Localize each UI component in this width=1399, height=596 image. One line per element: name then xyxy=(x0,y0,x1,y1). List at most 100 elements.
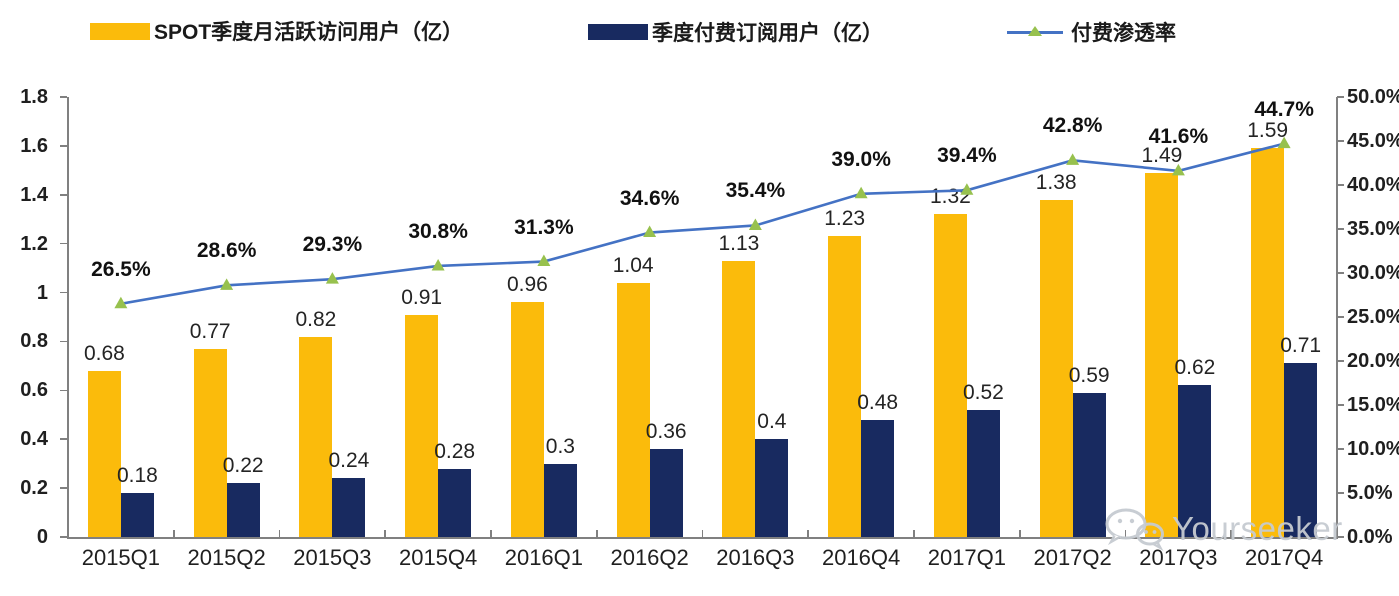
right-axis-tick xyxy=(1337,404,1344,406)
penetration-pct-label: 41.6% xyxy=(1148,124,1209,148)
mau-bar xyxy=(405,314,439,537)
left-axis-tick-label: 0.2 xyxy=(20,477,48,500)
subscriber-value-label: 0.36 xyxy=(645,420,687,443)
legend-triangle-marker-icon xyxy=(1028,26,1042,36)
left-axis-tick xyxy=(60,291,67,294)
right-axis-tick xyxy=(1337,316,1344,318)
x-axis-tick xyxy=(172,530,175,538)
right-axis-tick-label: 15.0% xyxy=(1347,394,1399,416)
x-axis-tick xyxy=(913,530,915,538)
watermark: Yourseeker xyxy=(1102,507,1343,551)
subscriber-value-label: 0.22 xyxy=(222,454,264,478)
wechat-icon xyxy=(1105,508,1164,551)
penetration-pct-label: 31.3% xyxy=(514,215,574,239)
subscriber-value-label: 0.3 xyxy=(545,434,575,458)
x-axis-tick xyxy=(595,530,598,538)
subscriber-bar xyxy=(332,478,366,537)
right-axis-tick-label: 45.0% xyxy=(1347,130,1399,152)
subscriber-value-label: 0.28 xyxy=(434,439,476,463)
subscriber-value-label: 0.52 xyxy=(962,380,1004,404)
left-axis-tick-label: 0.6 xyxy=(20,379,48,402)
x-axis-category-label: 2015Q4 xyxy=(398,545,478,570)
x-axis-category-label: 2016Q4 xyxy=(821,545,901,570)
subscriber-bar xyxy=(1284,363,1318,537)
right-axis-tick xyxy=(1337,360,1344,362)
penetration-line xyxy=(120,142,1285,306)
x-axis-category-label: 2017Q4 xyxy=(1244,545,1324,570)
x-axis-category-label: 2017Q1 xyxy=(927,545,1007,570)
x-axis-tick xyxy=(384,530,387,538)
mau-value-label: 0.82 xyxy=(295,307,337,331)
legend-item-sub: 季度付费订阅用户（亿） xyxy=(588,20,883,45)
left-axis-tick xyxy=(60,145,67,147)
mau-bar xyxy=(933,214,967,537)
x-axis-tick xyxy=(67,530,69,538)
x-axis-category-label: 2017Q2 xyxy=(1033,545,1112,570)
right-axis-tick-label: 10.0% xyxy=(1347,438,1399,460)
right-axis-tick xyxy=(1337,492,1344,494)
left-axis-tick xyxy=(60,340,67,343)
penetration-pct-label: 26.5% xyxy=(91,257,151,281)
legend-item-pct: 付费渗透率 xyxy=(1007,20,1176,45)
x-axis-tick xyxy=(490,530,492,538)
x-axis-tick xyxy=(1336,530,1338,538)
left-axis-tick-label: 0.8 xyxy=(20,330,48,353)
subscriber-bar xyxy=(438,468,472,537)
line-marker-triangle-icon xyxy=(325,272,339,284)
left-axis-tick xyxy=(60,487,67,489)
mau-bar xyxy=(299,336,333,537)
right-axis-tick-label: 40.0% xyxy=(1347,174,1399,196)
left-axis-tick-label: 0 xyxy=(36,526,48,548)
subscriber-value-label: 0.18 xyxy=(116,464,158,487)
x-axis-tick xyxy=(1124,530,1127,538)
legend-mau-label: SPOT季度月活跃访问用户（亿） xyxy=(154,21,464,44)
penetration-pct-label: 35.4% xyxy=(725,179,786,203)
right-axis-tick-label: 30.0% xyxy=(1347,262,1399,284)
mau-bar xyxy=(1145,172,1179,537)
penetration-pct-label: 34.6% xyxy=(619,186,680,210)
legend-sub-swatch xyxy=(588,24,648,40)
mau-bar xyxy=(193,348,227,537)
x-axis-category-label: 2017Q3 xyxy=(1139,545,1218,570)
subscriber-value-label: 0.59 xyxy=(1068,363,1110,387)
mau-value-label: 1.13 xyxy=(718,231,760,255)
penetration-pct-label: 29.3% xyxy=(302,233,363,257)
left-axis-tick-label: 1.2 xyxy=(20,232,48,255)
left-axis-tick xyxy=(60,96,67,98)
subscriber-bar xyxy=(649,449,683,537)
mau-bar xyxy=(828,236,862,537)
left-axis-tick xyxy=(60,438,67,441)
legend-pct-label: 付费渗透率 xyxy=(1071,22,1176,45)
x-axis-category-label: 2015Q3 xyxy=(293,545,372,570)
x-axis-tick xyxy=(278,530,281,538)
line-marker-triangle-icon xyxy=(114,296,128,309)
right-axis-tick xyxy=(1337,140,1344,142)
mau-bar xyxy=(722,260,756,537)
penetration-pct-label: 30.8% xyxy=(408,219,468,243)
penetration-pct-label: 42.8% xyxy=(1042,114,1103,138)
right-axis-tick xyxy=(1337,96,1344,98)
x-axis-tick xyxy=(701,530,704,538)
mau-value-label: 0.96 xyxy=(506,273,548,297)
mau-bar xyxy=(87,370,121,537)
left-axis-tick-label: 1.4 xyxy=(20,183,48,206)
legend-mau-swatch xyxy=(90,22,150,40)
subscriber-value-label: 0.62 xyxy=(1174,356,1216,380)
left-axis-line xyxy=(67,97,69,538)
mau-value-label: 1.59 xyxy=(1247,119,1289,143)
subscriber-bar xyxy=(1178,385,1212,537)
left-axis-tick xyxy=(60,536,67,538)
penetration-pct-label: 39.0% xyxy=(831,147,891,171)
x-axis-category-label: 2016Q2 xyxy=(610,545,689,570)
subscriber-value-label: 0.24 xyxy=(328,449,370,473)
legend-item-mau: SPOT季度月活跃访问用户（亿） xyxy=(90,19,464,44)
mau-bar xyxy=(510,302,544,537)
left-axis-tick xyxy=(60,242,67,245)
right-axis-tick-label: 20.0% xyxy=(1347,350,1399,372)
right-axis-tick xyxy=(1337,272,1344,274)
right-axis-tick-label: 35.0% xyxy=(1347,218,1399,240)
subscriber-value-label: 0.4 xyxy=(757,410,787,434)
line-marker-triangle-icon xyxy=(643,225,657,238)
right-axis-line xyxy=(1336,97,1338,538)
